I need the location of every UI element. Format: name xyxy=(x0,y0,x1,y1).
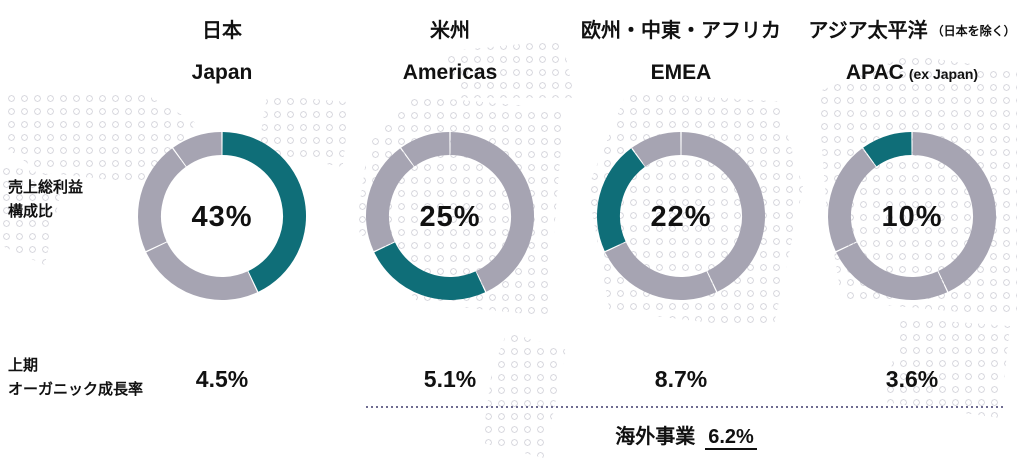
region-column-apac: アジア太平洋 （日本を除く） APAC (ex Japan) 10% 3.6% xyxy=(797,0,1017,460)
share-value: 25% xyxy=(419,201,481,233)
region-column-americas: 米州 Americas 25% 5.1% xyxy=(335,0,565,460)
overseas-dotted-divider xyxy=(366,406,1006,408)
share-value: 43% xyxy=(191,201,253,233)
share-value: 22% xyxy=(650,201,712,233)
region-column-japan: 日本 Japan 43% 4.5% xyxy=(107,0,337,460)
donut-chart-americas xyxy=(366,132,534,300)
row-label-organic-growth: 上期 オーガニック成長率 xyxy=(8,354,143,402)
overseas-organic-growth: 海外事業 6.2% xyxy=(366,420,1006,450)
overseas-value: 6.2% xyxy=(705,426,757,450)
donut-chart-emea xyxy=(597,132,765,300)
overseas-label: 海外事業 xyxy=(615,426,696,448)
region-title-en-text: EMEA xyxy=(650,61,712,84)
share-value: 10% xyxy=(881,201,943,233)
region-title-ja: 欧州・中東・アフリカ xyxy=(566,14,796,43)
row-label-line: 構成比 xyxy=(8,203,54,220)
region-title-en: EMEA xyxy=(566,61,796,85)
row-label-gross-profit-share: 売上総利益 構成比 xyxy=(8,176,83,224)
region-title-en-text: Americas xyxy=(402,61,498,84)
region-title-en: Japan xyxy=(107,61,337,85)
region-title-ja-text: 日本 xyxy=(202,20,242,42)
region-title-en-text: Japan xyxy=(191,61,253,84)
region-title-en: APAC (ex Japan) xyxy=(797,61,1017,85)
region-column-emea: 欧州・中東・アフリカ EMEA 22% 8.7% xyxy=(566,0,796,460)
map-dots-europe-north xyxy=(445,40,575,98)
region-title-ja-text: 米州 xyxy=(430,20,470,42)
organic-growth-value: 5.1% xyxy=(423,366,477,392)
row-label-line: オーガニック成長率 xyxy=(8,381,144,398)
region-title-en: Americas xyxy=(335,61,565,85)
region-title-ja-text: 欧州・中東・アフリカ xyxy=(581,20,781,42)
region-title-en-note: (ex Japan) xyxy=(908,66,979,82)
organic-growth-value: 4.5% xyxy=(195,366,249,392)
region-title-ja-note: （日本を除く） xyxy=(931,24,1016,38)
region-title-ja: 米州 xyxy=(335,14,565,43)
organic-growth-value: 3.6% xyxy=(885,366,939,392)
row-label-line: 上期 xyxy=(8,357,39,374)
region-title-ja-text: アジア太平洋 xyxy=(808,20,928,42)
organic-growth-value: 8.7% xyxy=(654,366,708,392)
row-label-line: 売上総利益 xyxy=(8,179,84,196)
donut-chart-japan xyxy=(138,132,306,300)
donut-chart-apac xyxy=(828,132,996,300)
region-title-ja: 日本 xyxy=(107,14,337,43)
region-title-en-text: APAC xyxy=(845,61,904,84)
map-dots-oceania xyxy=(884,318,1010,418)
region-title-ja: アジア太平洋 （日本を除く） xyxy=(797,14,1017,43)
